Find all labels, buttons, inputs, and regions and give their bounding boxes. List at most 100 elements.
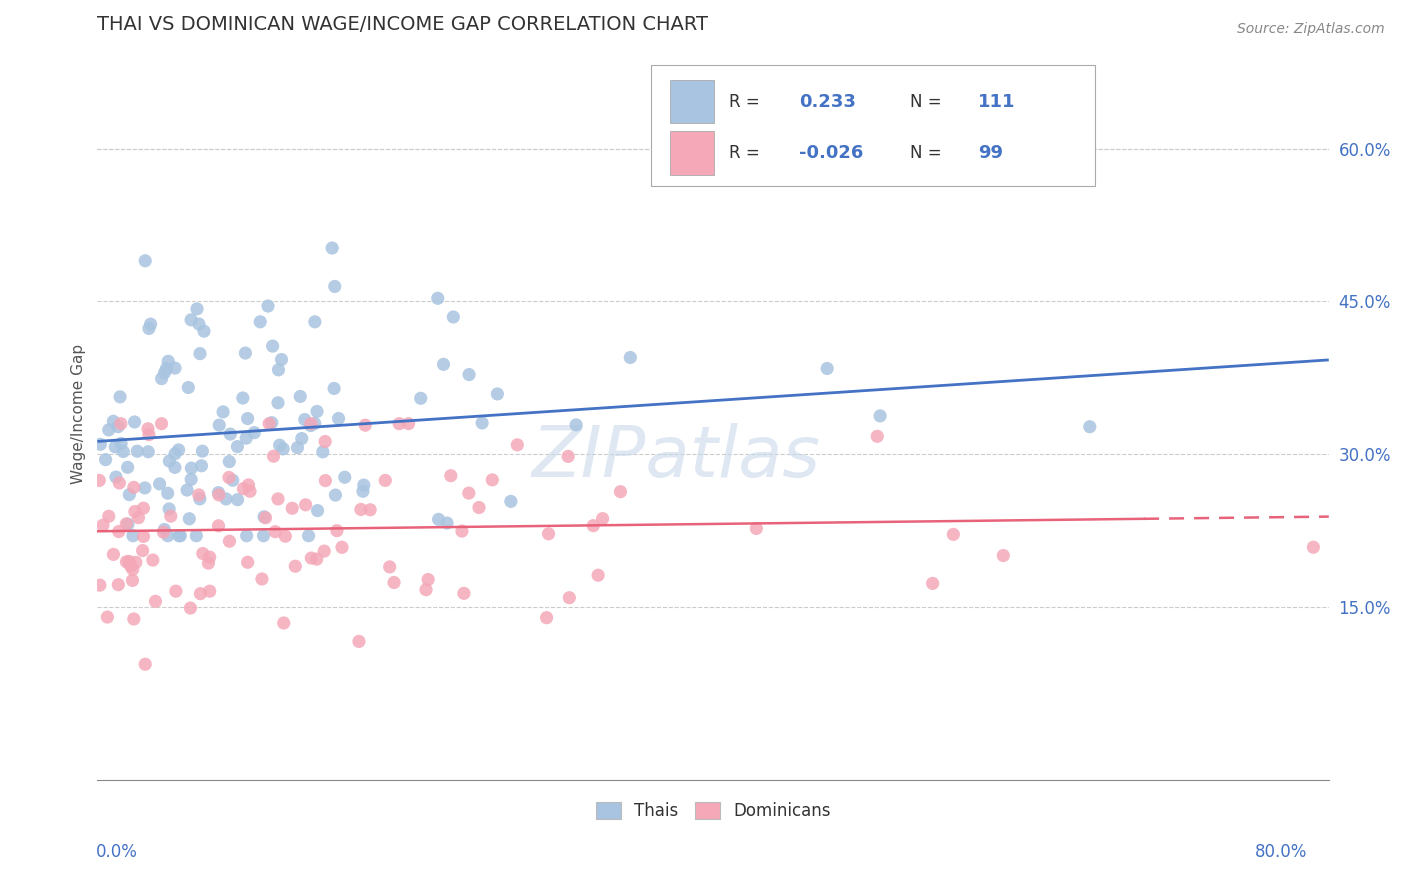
Point	[299, 418, 322, 433]
Point	[353, 478, 375, 492]
Point	[218, 454, 240, 468]
Point	[294, 412, 316, 426]
Point	[354, 418, 377, 433]
Point	[314, 434, 336, 449]
Point	[136, 422, 159, 436]
Point	[304, 315, 326, 329]
Point	[107, 419, 129, 434]
Point	[180, 313, 202, 327]
Point	[458, 368, 481, 382]
Point	[536, 610, 558, 624]
Point	[398, 417, 420, 431]
Text: 80.0%: 80.0%	[1256, 843, 1308, 861]
Point	[115, 555, 138, 569]
Point	[486, 387, 509, 401]
Point	[260, 416, 283, 430]
Point	[305, 404, 328, 418]
Point	[252, 529, 274, 543]
Text: R =: R =	[730, 93, 765, 111]
Point	[157, 454, 180, 468]
Point	[127, 444, 149, 458]
Point	[254, 510, 277, 524]
Point	[103, 548, 125, 562]
Point	[179, 512, 201, 526]
Point	[159, 509, 181, 524]
Point	[287, 441, 309, 455]
Point	[262, 339, 284, 353]
Point	[350, 502, 373, 516]
Point	[134, 481, 156, 495]
Point	[103, 414, 125, 428]
Point	[235, 529, 257, 543]
Text: 111: 111	[977, 93, 1015, 111]
Point	[198, 584, 221, 599]
Point	[191, 547, 214, 561]
Point	[619, 351, 641, 365]
Point	[481, 473, 503, 487]
Point	[243, 425, 266, 440]
Point	[157, 502, 180, 516]
Point	[212, 405, 235, 419]
Point	[468, 500, 491, 515]
Point	[149, 476, 172, 491]
Point	[131, 543, 153, 558]
Point	[179, 601, 201, 615]
Point	[226, 440, 249, 454]
Point	[866, 429, 889, 443]
Point	[156, 529, 179, 543]
Point	[97, 423, 120, 437]
Point	[609, 484, 631, 499]
Point	[557, 450, 579, 464]
Point	[238, 478, 260, 492]
Point	[110, 436, 132, 450]
Point	[191, 444, 214, 458]
Point	[153, 366, 176, 380]
Point	[142, 553, 165, 567]
Text: 0.0%: 0.0%	[96, 843, 138, 861]
Point	[107, 577, 129, 591]
Point	[156, 486, 179, 500]
Point	[165, 584, 187, 599]
Point	[745, 521, 768, 535]
Point	[215, 491, 238, 506]
Point	[176, 483, 198, 497]
Text: N =: N =	[910, 144, 948, 162]
Point	[190, 458, 212, 473]
Point	[117, 517, 139, 532]
Point	[453, 586, 475, 600]
Point	[328, 411, 350, 425]
Point	[451, 524, 474, 538]
Point	[121, 562, 143, 576]
Point	[153, 523, 176, 537]
Point	[108, 475, 131, 490]
Point	[993, 549, 1015, 563]
Point	[122, 529, 145, 543]
Point	[157, 354, 180, 368]
Point	[167, 442, 190, 457]
Text: ZIPatlas: ZIPatlas	[531, 423, 821, 492]
Point	[187, 488, 209, 502]
Point	[136, 444, 159, 458]
Point	[869, 409, 891, 423]
Point	[314, 474, 336, 488]
Point	[218, 534, 240, 549]
Point	[134, 253, 156, 268]
Point	[94, 452, 117, 467]
Point	[180, 472, 202, 486]
Point	[138, 427, 160, 442]
Point	[426, 291, 449, 305]
Point	[235, 431, 257, 445]
Point	[388, 417, 411, 431]
Point	[104, 440, 127, 454]
Point	[305, 552, 328, 566]
Point	[121, 574, 143, 588]
Point	[271, 442, 294, 456]
Point	[537, 526, 560, 541]
Point	[270, 352, 292, 367]
Point	[127, 510, 149, 524]
Point	[267, 363, 290, 377]
Point	[299, 551, 322, 566]
Point	[226, 492, 249, 507]
Point	[188, 317, 211, 331]
FancyBboxPatch shape	[671, 131, 714, 175]
